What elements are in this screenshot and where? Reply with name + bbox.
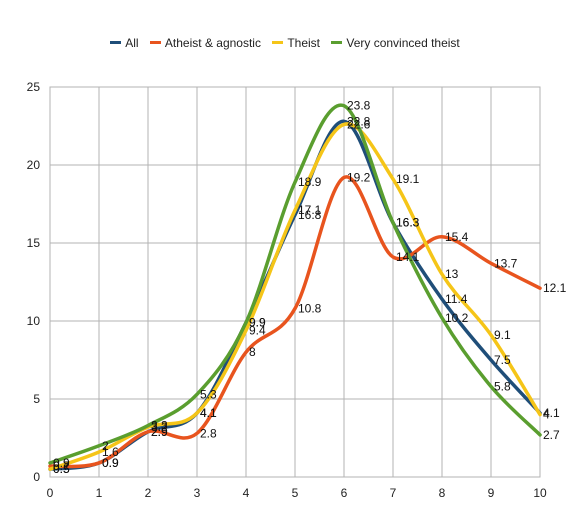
legend-item-atheist-agnostic: Atheist & agnostic bbox=[149, 36, 261, 50]
data-label-atheist-agnostic: 2.9 bbox=[151, 425, 168, 439]
data-label-atheist-agnostic: 14.1 bbox=[396, 250, 420, 264]
legend-swatch-theist bbox=[272, 41, 284, 45]
x-tick-label: 1 bbox=[96, 486, 103, 500]
data-label-all: 11.4 bbox=[445, 292, 468, 306]
data-label-all: 16.8 bbox=[298, 208, 322, 222]
data-label-very-convinced-theist: 10.2 bbox=[445, 311, 469, 325]
data-label-theist: 19.1 bbox=[396, 172, 420, 186]
data-label-all: 7.5 bbox=[494, 353, 511, 367]
legend-label-atheist-agnostic: Atheist & agnostic bbox=[164, 36, 261, 50]
data-label-atheist-agnostic: 12.1 bbox=[543, 281, 567, 295]
y-tick-label: 15 bbox=[27, 236, 41, 250]
data-label-all: 4.1 bbox=[200, 406, 217, 420]
data-label-very-convinced-theist: 0.9 bbox=[53, 456, 70, 470]
legend-swatch-all bbox=[110, 41, 122, 45]
data-label-atheist-agnostic: 0.9 bbox=[102, 456, 119, 470]
x-tick-label: 5 bbox=[292, 486, 299, 500]
chart-legend: All Atheist & agnostic Theist Very convi… bbox=[0, 36, 570, 50]
data-label-all: 2.9 bbox=[151, 425, 168, 439]
series-line-atheist-agnostic bbox=[48, 175, 542, 469]
data-label-atheist-agnostic: 0.7 bbox=[53, 459, 70, 473]
x-tick-label: 7 bbox=[390, 486, 397, 500]
data-label-all: 0.5 bbox=[53, 462, 70, 476]
data-label-very-convinced-theist: 23.8 bbox=[347, 99, 371, 113]
data-label-all: 22.8 bbox=[347, 114, 371, 128]
data-label-theist: 13 bbox=[445, 267, 459, 281]
data-label-theist: 9.1 bbox=[494, 328, 511, 342]
data-label-very-convinced-theist: 2.7 bbox=[543, 428, 560, 442]
x-tick-label: 2 bbox=[145, 486, 152, 500]
data-label-very-convinced-theist: 9.9 bbox=[249, 316, 266, 330]
x-tick-label: 4 bbox=[243, 486, 250, 500]
legend-swatch-atheist-agnostic bbox=[149, 41, 161, 45]
data-label-theist: 0.5 bbox=[53, 462, 70, 476]
data-label-very-convinced-theist: 16.3 bbox=[396, 216, 420, 230]
y-tick-label: 5 bbox=[33, 392, 40, 406]
data-label-atheist-agnostic: 13.7 bbox=[494, 256, 518, 270]
y-tick-label: 25 bbox=[27, 80, 41, 94]
data-label-theist: 4 bbox=[543, 408, 550, 422]
y-tick-label: 20 bbox=[27, 158, 41, 172]
legend-label-very-convinced-theist: Very convinced theist bbox=[346, 36, 460, 50]
data-label-theist: 4.1 bbox=[200, 406, 217, 420]
x-tick-label: 6 bbox=[341, 486, 348, 500]
data-label-all: 16.3 bbox=[396, 216, 420, 230]
data-label-atheist-agnostic: 8 bbox=[249, 345, 256, 359]
data-label-very-convinced-theist: 18.9 bbox=[298, 175, 322, 189]
data-label-all: 4.1 bbox=[543, 406, 560, 420]
data-label-all: 9.9 bbox=[249, 316, 266, 330]
x-tick-label: 0 bbox=[47, 486, 54, 500]
y-tick-label: 0 bbox=[33, 470, 40, 484]
data-label-all: 0.9 bbox=[102, 456, 119, 470]
data-label-theist: 1.6 bbox=[102, 445, 119, 459]
data-label-very-convinced-theist: 5.8 bbox=[494, 380, 511, 394]
x-tick-label: 8 bbox=[439, 486, 446, 500]
x-tick-label: 3 bbox=[194, 486, 201, 500]
data-label-theist: 9.4 bbox=[249, 323, 266, 337]
data-label-atheist-agnostic: 15.4 bbox=[445, 230, 469, 244]
x-tick-label: 10 bbox=[533, 486, 547, 500]
legend-label-theist: Theist bbox=[287, 36, 321, 50]
legend-label-all: All bbox=[125, 36, 139, 50]
legend-item-theist: Theist bbox=[272, 36, 320, 50]
data-label-atheist-agnostic: 2.8 bbox=[200, 426, 217, 440]
data-label-theist: 3.2 bbox=[151, 420, 168, 434]
legend-item-very-convinced-theist: Very convinced theist bbox=[331, 36, 460, 50]
legend-swatch-very-convinced-theist bbox=[331, 41, 343, 45]
data-label-atheist-agnostic: 10.8 bbox=[298, 302, 322, 316]
data-label-very-convinced-theist: 5.3 bbox=[200, 387, 217, 401]
data-label-theist: 22.6 bbox=[347, 117, 371, 131]
series-line-very-convinced-theist bbox=[48, 103, 542, 465]
y-tick-label: 10 bbox=[27, 314, 41, 328]
data-label-very-convinced-theist: 3.3 bbox=[151, 419, 168, 433]
x-tick-label: 9 bbox=[488, 486, 495, 500]
data-label-atheist-agnostic: 19.2 bbox=[347, 170, 371, 184]
legend-item-all: All bbox=[110, 36, 139, 50]
data-label-very-convinced-theist: 2 bbox=[102, 439, 109, 453]
data-label-theist: 17.1 bbox=[298, 203, 322, 217]
